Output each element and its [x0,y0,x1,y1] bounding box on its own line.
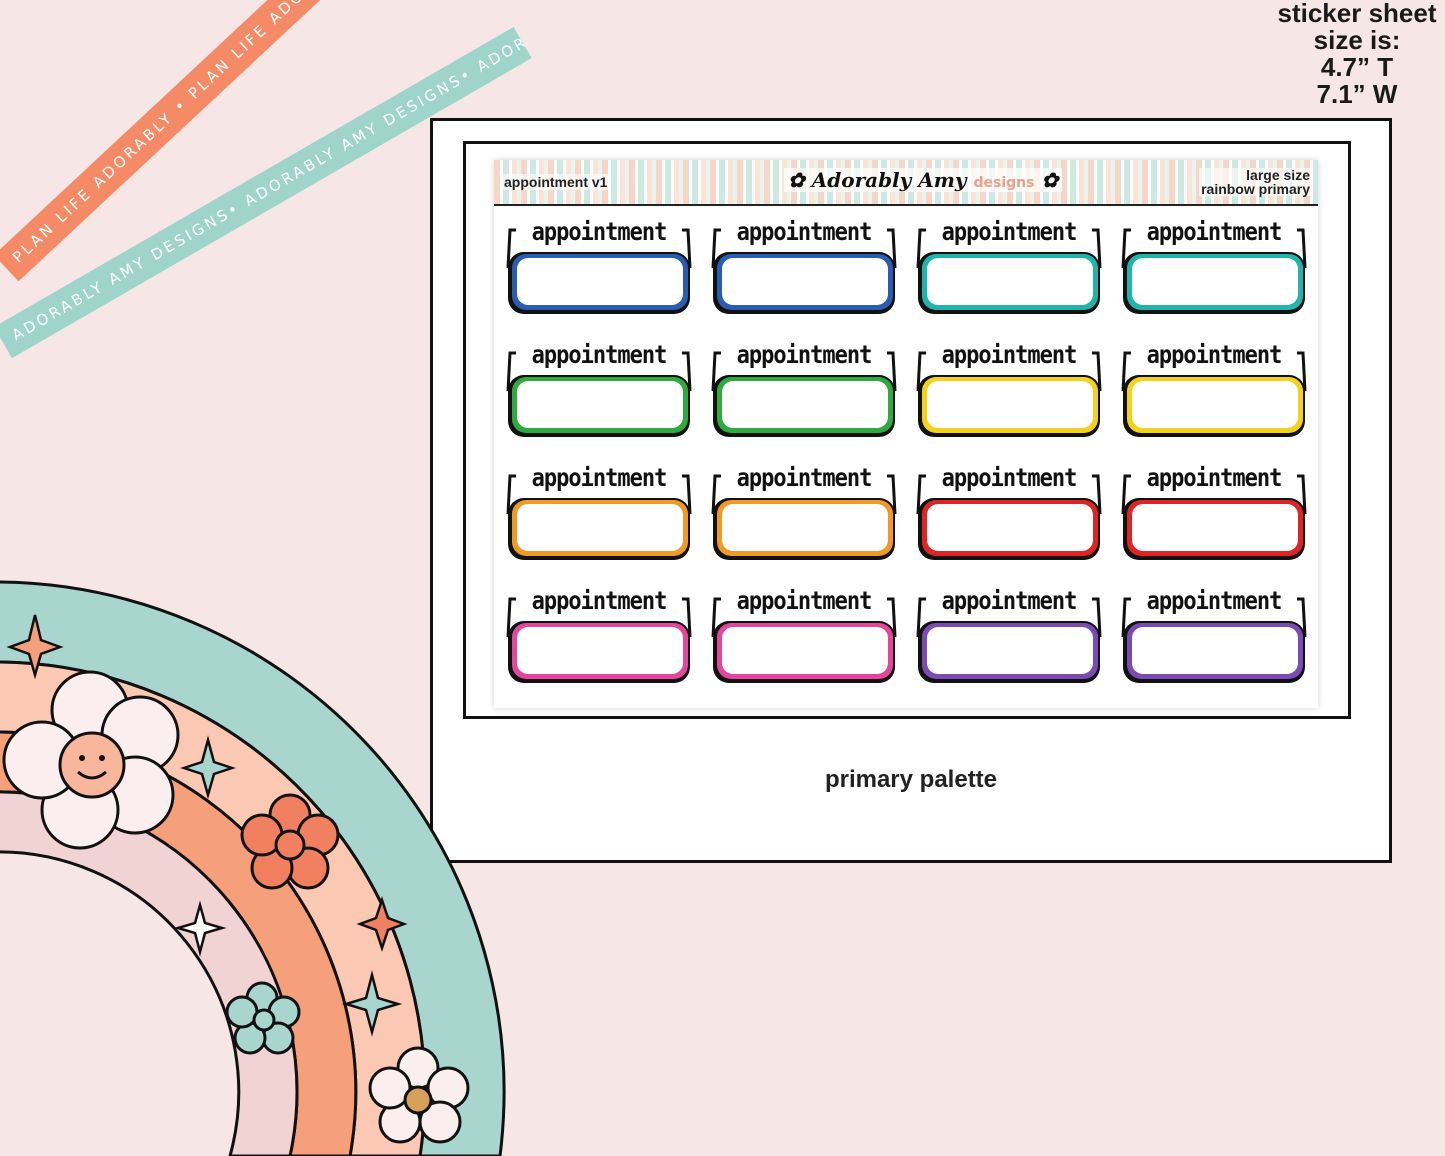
sticker-label: appointment [1146,587,1283,616]
sticker-label: appointment [736,464,873,493]
sticker-box-shape [1121,597,1307,683]
flower-icon: ✿ [1041,168,1059,192]
sticker-label: appointment [1146,341,1283,370]
appointment-sticker: appointment [502,464,696,565]
sticker-box-shape [506,474,692,560]
appointment-sticker: appointment [912,218,1106,319]
sticker-box-shape [916,228,1102,314]
product-preview-frame: appointment v1 ✿ Adorably Amy designs ✿ … [430,118,1392,863]
sticker-box-shape [506,597,692,683]
sticker-box-shape [506,351,692,437]
sparkle-icon [341,970,403,1037]
sticker-box-shape [916,597,1102,683]
sticker-box-shape [506,228,692,314]
orange-flower-icon [240,793,340,890]
sticker-grid: appointment appointment appointment appoint… [502,218,1310,688]
sparkle-icon [173,900,227,957]
appointment-sticker: appointment [912,341,1106,442]
appointment-sticker: appointment [1117,218,1311,319]
sheet-name: appointment v1 [502,174,610,190]
sticker-label: appointment [941,341,1078,370]
sticker-label: appointment [1146,464,1283,493]
sticker-label: appointment [941,587,1078,616]
size-note-line2: size is: [1313,25,1401,55]
sticker-label: appointment [1146,218,1283,247]
appointment-sticker: appointment [502,341,696,442]
appointment-sticker: appointment [912,587,1106,688]
sticker-sheet-frame: appointment v1 ✿ Adorably Amy designs ✿ … [463,141,1351,719]
sticker-label: appointment [941,464,1078,493]
appointment-sticker: appointment [502,218,696,319]
rainbow-decoration [0,580,506,1156]
appointment-sticker: appointment [1117,341,1311,442]
sticker-box-shape [916,474,1102,560]
palette-caption: primary palette [824,766,998,793]
sticker-box-shape [1121,474,1307,560]
appointment-sticker: appointment [707,587,901,688]
logo-sub: designs [973,175,1035,191]
size-note-line1: sticker sheet [1277,0,1437,28]
sticker-box-shape [711,351,897,437]
appointment-sticker: appointment [1117,464,1311,565]
sticker-label: appointment [531,464,668,493]
white-flower-icon [368,1046,470,1144]
appointment-sticker: appointment [707,464,901,565]
sticker-sheet: appointment v1 ✿ Adorably Amy designs ✿ … [494,160,1318,708]
palette-label: rainbow primary [1201,181,1310,197]
sparkle-icon [6,614,64,680]
appointment-sticker: appointment [707,218,901,319]
sticker-label: appointment [531,218,668,247]
sticker-box-shape [1121,351,1307,437]
sticker-label: appointment [736,587,873,616]
flower-icon: ✿ [788,168,805,192]
appointment-sticker: appointment [707,341,901,442]
sheet-header: appointment v1 ✿ Adorably Amy designs ✿ … [494,160,1318,206]
sticker-label: appointment [941,218,1078,247]
sticker-box-shape [711,474,897,560]
sticker-box-shape [711,228,897,314]
size-note-height: 4.7” T [1320,52,1394,82]
sticker-label: appointment [531,587,668,616]
sticker-label: appointment [736,218,873,247]
brand-logo: ✿ Adorably Amy designs ✿ [784,168,1063,192]
sparkle-icon [180,735,236,800]
sticker-label: appointment [531,341,668,370]
appointment-sticker: appointment [502,587,696,688]
teal-flower-icon [225,981,301,1055]
size-note-width: 7.1” W [1316,79,1398,109]
size-label: large size [1246,167,1310,183]
appointment-sticker: appointment [912,464,1106,565]
logo-main: Adorably Amy [811,168,967,192]
sticker-box-shape [1121,228,1307,314]
sheet-details: large size rainbow primary [1199,168,1312,196]
sticker-box-shape [916,351,1102,437]
sticker-label: appointment [736,341,873,370]
appointment-sticker: appointment [1117,587,1311,688]
sparkle-icon [356,896,408,952]
sheet-size-note: sticker sheet size is: 4.7” T 7.1” W [1277,0,1437,108]
sticker-box-shape [711,597,897,683]
smiley-flower-icon [2,670,180,850]
